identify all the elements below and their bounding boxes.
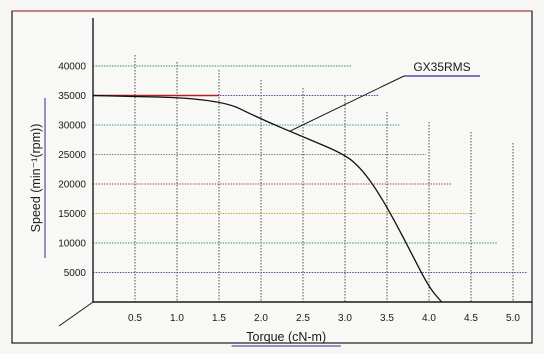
y-tick-label: 25000 [58, 150, 86, 161]
x-tick-label: 3.0 [338, 313, 352, 324]
x-tick-label: 3.5 [380, 313, 394, 324]
series-leader-line [290, 75, 405, 132]
series-label: GX35RMS [413, 60, 470, 74]
y-tick-label: 35000 [58, 91, 86, 102]
x-axis-title: Torque (cN-m) [246, 330, 326, 344]
x-tick-label: 2.0 [254, 313, 268, 324]
x-tick-label: 5.0 [506, 313, 520, 324]
axis-titles: Torque (cN-m) Speed (min⁻¹(rpm)) [29, 98, 341, 347]
axis-corner-stroke [58, 301, 94, 327]
y-axis-title: Speed (min⁻¹(rpm)) [29, 124, 43, 233]
y-tick-label: 15000 [58, 209, 86, 220]
y-tick-label: 20000 [58, 180, 86, 191]
series-layer: GX35RMS [92, 60, 480, 303]
x-tick-label: 2.5 [296, 313, 310, 324]
y-tick-label: 30000 [58, 121, 86, 132]
x-tick-label: 0.5 [128, 313, 142, 324]
x-tick-label: 1.0 [170, 313, 184, 324]
x-tick-label: 4.0 [422, 313, 436, 324]
y-tick-label: 5000 [64, 268, 87, 279]
axes [58, 18, 532, 327]
tick-labels: 0.5 1.0 1.5 2.0 2.5 3.0 3.5 4.0 4.5 5.0 5000 10000 1… [58, 62, 520, 325]
x-tick-label: 1.5 [212, 313, 226, 324]
series-line-0 [92, 94, 443, 303]
x-tick-label: 4.5 [464, 313, 478, 324]
y-tick-label: 10000 [58, 239, 86, 250]
y-tick-label: 40000 [58, 62, 86, 73]
